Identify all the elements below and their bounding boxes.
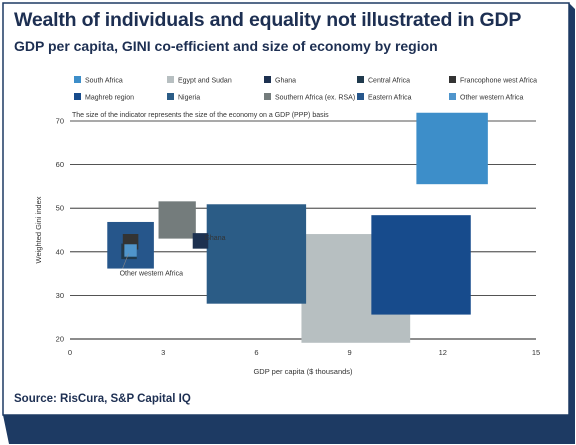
legend-label-egypt-and-sudan: Egypt and Sudan [178,78,232,85]
legend-label-southern-africa-ex-rsa: Southern Africa (ex. RSA) [275,95,355,102]
legend-swatch-south-africa [74,76,81,83]
legend-label-nigeria: Nigeria [178,95,200,102]
legend-label-ghana: Ghana [275,78,296,85]
y-tick-label-30: 30 [56,291,64,300]
x-tick-label-9: 9 [348,348,352,357]
chart-title: Wealth of individuals and equality not i… [14,9,522,31]
legend-label-eastern-africa: Eastern Africa [368,95,412,102]
x-tick-label-15: 15 [532,348,540,357]
legend-swatch-other-western-africa [449,93,456,100]
x-tick-label-0: 0 [68,348,72,357]
annotation-leader-other-western-africa [122,253,129,269]
point-nigeria [206,204,307,304]
y-tick-label-40: 40 [56,247,64,256]
chart-note: The size of the indicator represents the… [72,112,329,119]
y-tick-label-20: 20 [56,335,64,344]
point-maghreb-region [371,215,471,315]
legend-label-maghreb-region: Maghreb region [85,95,134,102]
chart-subtitle: GDP per capita, GINI co-efficient and si… [14,38,438,54]
y-tick-label-70: 70 [56,117,64,126]
x-axis-label: GDP per capita ($ thousands) [253,367,353,376]
annotation-ghana: Ghana [204,235,225,242]
point-ghana [192,233,209,249]
point-south-africa [416,112,488,185]
legend-swatch-francophone-west-africa [449,76,456,83]
y-axis-label: Weighted Gini index [34,196,43,263]
legend-swatch-ghana [264,76,271,83]
legend-label-south-africa: South Africa [85,78,123,85]
y-tick-label-50: 50 [56,204,64,213]
legend-swatch-nigeria [167,93,174,100]
legend-swatch-maghreb-region [74,93,81,100]
legend-swatch-egypt-and-sudan [167,76,174,83]
legend-label-central-africa: Central Africa [368,78,410,85]
x-tick-label-6: 6 [254,348,258,357]
legend-swatch-central-africa [357,76,364,83]
legend-swatch-eastern-africa [357,93,364,100]
annotation-other-western-africa: Other western Africa [120,270,184,277]
point-southern-africa-ex-rsa [158,201,196,239]
legend-label-francophone-west-africa: Francophone west Africa [460,78,537,85]
x-tick-label-12: 12 [439,348,447,357]
y-tick-label-60: 60 [56,160,64,169]
source-note: Source: RisCura, S&P Capital IQ [14,393,191,405]
legend-swatch-southern-africa-ex-rsa [264,93,271,100]
point-other-western-africa [124,244,137,257]
legend-label-other-western-africa: Other western Africa [460,95,524,102]
x-tick-label-3: 3 [161,348,165,357]
